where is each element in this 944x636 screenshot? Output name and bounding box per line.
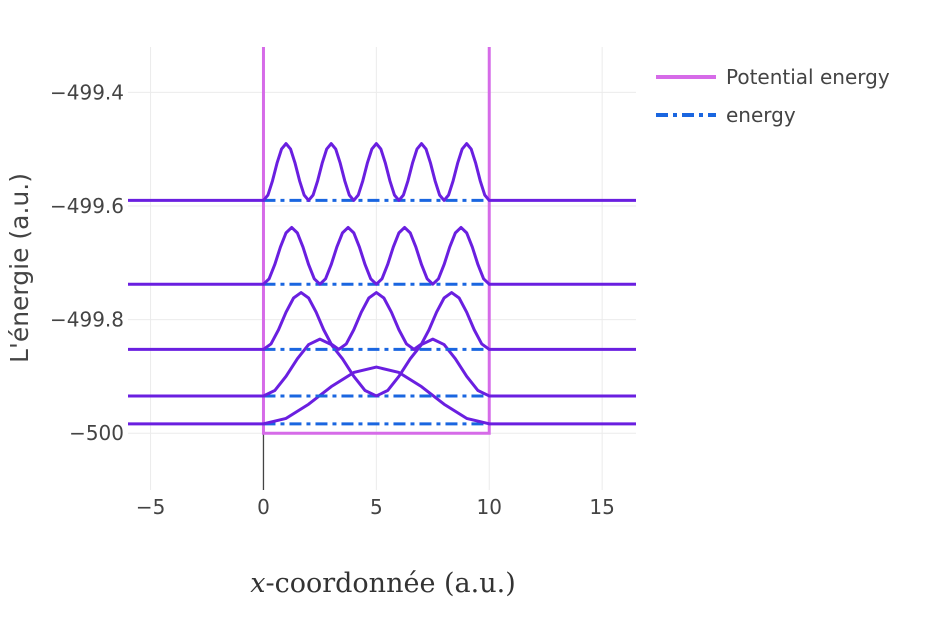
legend-label-energy: energy <box>726 103 796 127</box>
y-tick-label: −500 <box>69 421 124 445</box>
x-axis-title: x-coordonnée (a.u.) <box>250 568 515 599</box>
plot-area <box>128 47 636 490</box>
wavefunction-line <box>128 365 636 426</box>
x-axis-title-variable: x <box>250 568 265 599</box>
wavefunction-line <box>128 225 636 286</box>
x-tick-label: −5 <box>136 495 165 519</box>
legend[interactable]: Potential energy energy <box>656 65 890 127</box>
y-tick-label: −499.4 <box>50 80 124 104</box>
y-tick-label: −499.6 <box>50 194 124 218</box>
tick-labels: −5 0 5 10 15 −500 −499.8 −499.6 −499.4 <box>50 80 615 519</box>
x-tick-label: 10 <box>477 495 502 519</box>
wavefunction-line <box>128 337 636 398</box>
x-axis-title-text: -coordonnée (a.u.) <box>265 568 515 599</box>
legend-item-potential-energy[interactable]: Potential energy <box>656 65 890 89</box>
legend-label-potential-energy: Potential energy <box>726 65 890 89</box>
legend-item-energy[interactable]: energy <box>656 103 796 127</box>
wavefunction-line <box>128 142 636 202</box>
y-tick-label: −499.8 <box>50 308 124 332</box>
x-tick-label: 0 <box>257 495 270 519</box>
wavefunction-line <box>128 291 636 351</box>
potential-energy-line <box>261 47 491 435</box>
x-tick-label: 5 <box>370 495 383 519</box>
y-axis-title: L'énergie (a.u.) <box>5 173 34 363</box>
x-tick-label: 15 <box>589 495 614 519</box>
